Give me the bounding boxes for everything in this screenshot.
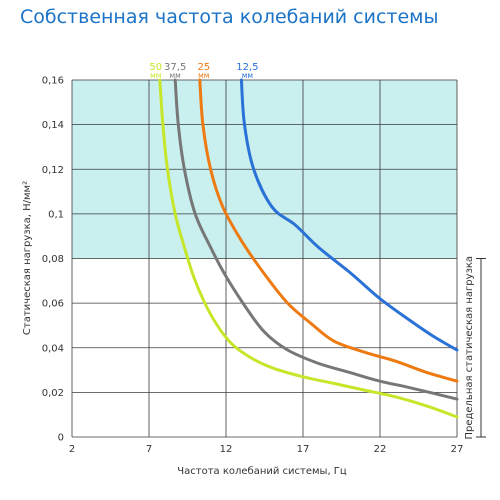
y-tick-label: 0,12 [42, 165, 64, 176]
x-tick-label: 2 [69, 444, 75, 455]
series-line-3 [239, 78, 459, 352]
series-line-1 [173, 78, 459, 401]
chart-title: Собственная частота колебаний системы [20, 6, 439, 28]
y-tick-label: 0,02 [42, 388, 64, 399]
series-layer [158, 78, 459, 419]
y-tick-label: 0,1 [48, 209, 64, 220]
legend-unit-2: мм [198, 71, 209, 80]
x-tick-label: 7 [146, 444, 152, 455]
y-tick-label: 0,14 [42, 120, 64, 131]
y-axis-label: Статическая нагрузка, Н/мм² [22, 181, 33, 335]
legend-unit-3: мм [242, 71, 253, 80]
legend-unit-1: мм [170, 71, 181, 80]
series-line-2 [198, 78, 459, 383]
legend-value-1: 37,5 [164, 62, 186, 73]
x-tick-label: 27 [451, 444, 464, 455]
x-tick-label: 12 [220, 444, 233, 455]
y-tick-label: 0 [58, 433, 64, 444]
legend-value-3: 12,5 [236, 62, 258, 73]
bracket-label: Предельная статическая нагрузка [464, 256, 475, 440]
x-tick-label: 22 [374, 444, 387, 455]
legend-value-0: 50 [149, 62, 162, 73]
y-tick-label: 0,16 [42, 76, 64, 87]
y-tick-label: 0,08 [42, 254, 64, 265]
legend-unit-0: мм [150, 71, 161, 80]
x-axis-label: Частота колебаний системы, Гц [177, 466, 347, 477]
legend-value-2: 25 [197, 62, 210, 73]
bracket-layer: Предельная статическая нагрузка [464, 256, 486, 440]
y-tick-label: 0,04 [42, 343, 64, 354]
grid-layer [71, 79, 458, 438]
axis-layer: 2 7 12 17 22 2700,020,040,060,080,10,120,140,… [42, 76, 464, 456]
y-tick-label: 0,06 [42, 299, 64, 310]
x-tick-label: 17 [297, 444, 310, 455]
series-line-0 [158, 78, 459, 419]
